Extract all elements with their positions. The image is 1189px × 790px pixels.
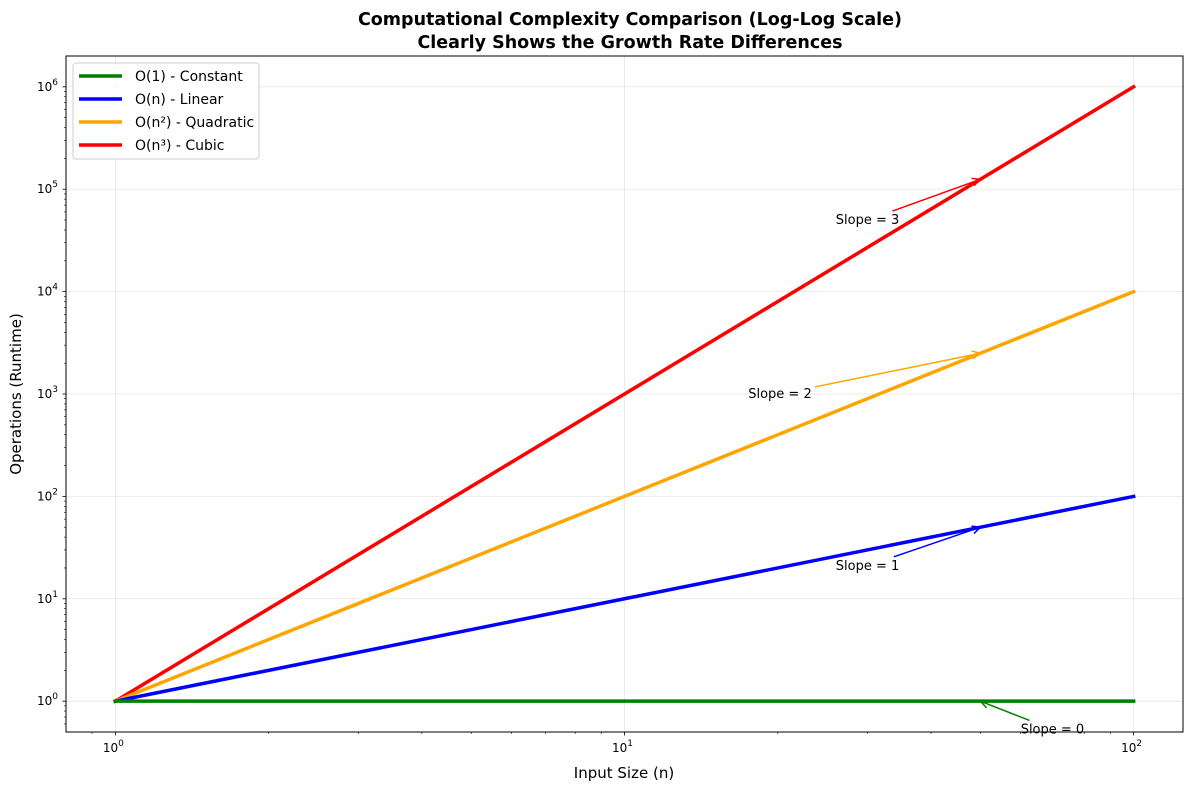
legend-label: O(n) - Linear	[135, 92, 224, 108]
annotation-arrowhead	[971, 177, 983, 187]
y-tick-label: 100	[37, 692, 58, 708]
y-tick-label: 102	[37, 487, 58, 503]
annotation-label: Slope = 2	[748, 387, 812, 402]
annotation-arrowhead	[971, 350, 983, 360]
x-tick-label: 101	[612, 739, 633, 755]
series-lines	[112, 84, 1137, 704]
series-line-on	[113, 494, 1136, 704]
chart-title-line-2: Clearly Shows the Growth Rate Difference…	[417, 33, 842, 53]
annotations: Slope = 0 Slope = 1 Slope = 2 Slope = 3	[748, 177, 1085, 737]
legend-box	[72, 62, 260, 160]
annotation-arrowhead	[971, 525, 983, 535]
y-tick-label: 101	[37, 590, 58, 606]
y-tick-label: 105	[37, 180, 58, 196]
legend-label: O(n²) - Quadratic	[135, 115, 254, 131]
x-tick-label: 102	[1121, 739, 1142, 755]
annotation-arrowhead	[978, 699, 990, 709]
annotation-arrow	[893, 526, 981, 558]
legend-label: O(n³) - Cubic	[135, 138, 225, 154]
series-line-on	[112, 84, 1137, 704]
annotation-label: Slope = 0	[1021, 722, 1085, 737]
annotation-arrow	[892, 178, 981, 212]
y-axis-label: Operations (Runtime)	[7, 313, 25, 475]
annotation-arrow	[814, 352, 981, 388]
axis-ticks: 100 101 102 100 101 102 103 104 105 106	[37, 78, 1142, 755]
annotation-label: Slope = 3	[836, 213, 900, 228]
series-line-on	[113, 289, 1136, 704]
x-tick-label: 100	[103, 739, 124, 755]
x-axis-label: Input Size (n)	[574, 764, 674, 782]
annotation-arrow	[980, 700, 1030, 722]
y-tick-label: 103	[37, 385, 58, 401]
annotation-label: Slope = 1	[836, 559, 900, 574]
legend-label: O(1) - Constant	[135, 69, 243, 85]
y-tick-label: 106	[37, 78, 58, 94]
chart-title-line-1: Computational Complexity Comparison (Log…	[358, 10, 902, 30]
legend: O(1) - Constant O(n) - Linear O(n²) - Quad…	[72, 62, 260, 160]
y-tick-label: 104	[37, 283, 58, 299]
